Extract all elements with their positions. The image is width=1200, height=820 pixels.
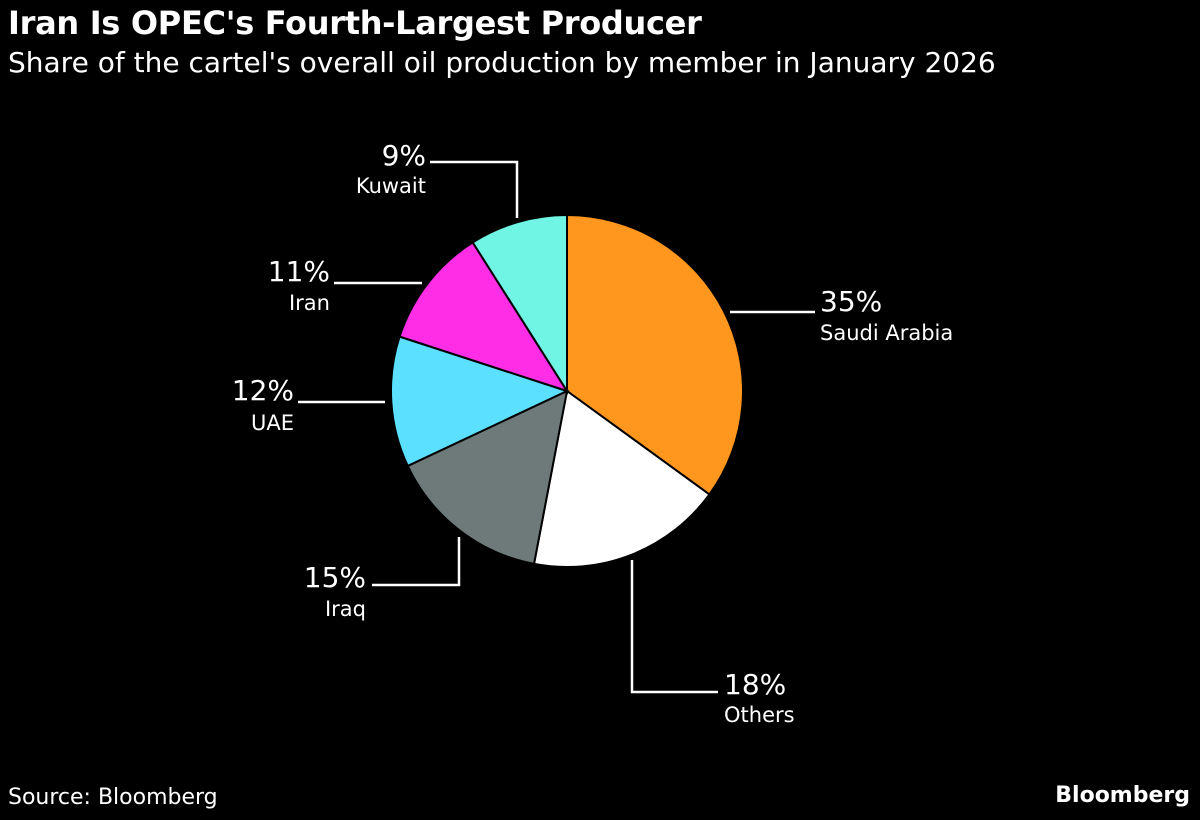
- percent-label-others: 18%: [724, 668, 786, 701]
- chart-title: Iran Is OPEC's Fourth-Largest Producer: [8, 4, 702, 42]
- chart-subtitle: Share of the cartel's overall oil produc…: [8, 46, 996, 79]
- pie-slice-iraq: [406, 389, 569, 566]
- category-label-others: Others: [724, 703, 795, 727]
- pie-slice-saudi-arabia: [566, 213, 744, 496]
- pie-slice-iran: [398, 241, 570, 393]
- leader-line-others: [630, 560, 718, 694]
- category-label-uae: UAE: [251, 411, 294, 435]
- pie-slices: [390, 213, 744, 568]
- category-label-saudi-arabia: Saudi Arabia: [820, 321, 953, 345]
- source-note: Source: Bloomberg: [8, 785, 218, 810]
- category-label-iran: Iran: [289, 291, 330, 315]
- percent-label-uae: 12%: [232, 374, 294, 407]
- leader-lines: [298, 160, 815, 694]
- category-label-kuwait: Kuwait: [356, 174, 426, 198]
- slice-labels: 35% Saudi Arabia 18%Others 15% Iraq 12% UAE 11%…: [232, 139, 953, 727]
- percent-label-iraq: 15%: [304, 561, 366, 594]
- bloomberg-logo: Bloomberg: [1055, 783, 1190, 808]
- pie-slice-uae: [390, 335, 570, 468]
- pie-slice-others: [532, 389, 711, 568]
- percent-label-saudi-arabia: 35%: [820, 285, 882, 318]
- leader-line-kuwait: [430, 160, 519, 218]
- pie-slice-kuwait: [471, 213, 568, 395]
- leader-line-iraq: [372, 537, 461, 587]
- category-label-iraq: Iraq: [325, 597, 366, 621]
- percent-label-kuwait: 9%: [382, 139, 426, 172]
- percent-label-iran: 11%: [268, 255, 330, 288]
